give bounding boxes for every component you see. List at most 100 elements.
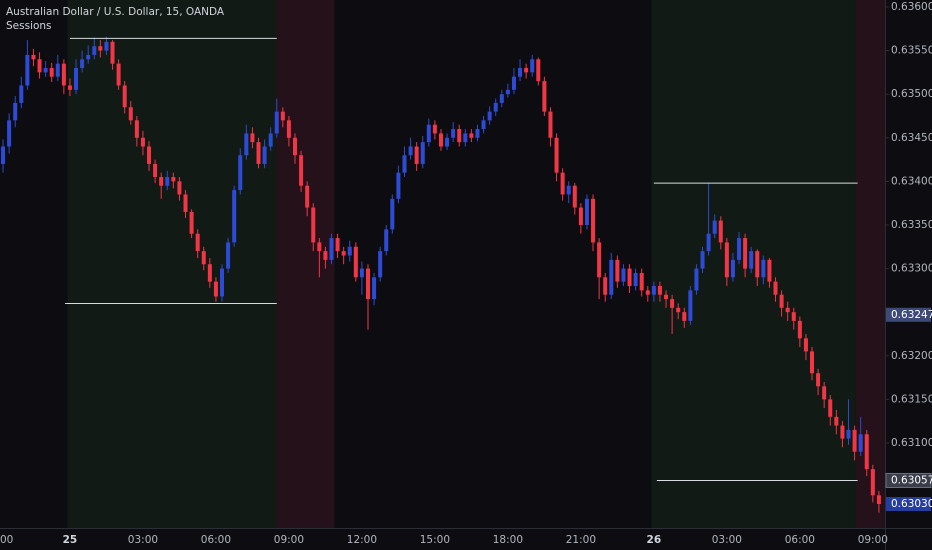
candle-body xyxy=(676,307,681,313)
candle-body xyxy=(706,233,711,252)
candle-body xyxy=(743,238,748,269)
x-tick-label: 09:00 xyxy=(274,534,304,546)
x-tick-label: 03:00 xyxy=(712,534,742,546)
candle-body xyxy=(639,272,644,291)
candle-body xyxy=(694,268,699,291)
candle-body xyxy=(457,129,462,143)
indicator-name: Sessions xyxy=(6,20,52,32)
candle-body xyxy=(372,277,377,300)
candle-body xyxy=(280,111,285,121)
candle-body xyxy=(858,434,863,452)
candle-body xyxy=(92,46,97,55)
x-tick-label: 26 xyxy=(647,534,662,546)
session-background xyxy=(67,0,277,528)
candle-body xyxy=(493,102,498,112)
candle-body xyxy=(445,137,450,147)
candle-body xyxy=(335,238,340,252)
candle-body xyxy=(147,146,152,164)
candle-body xyxy=(724,242,729,278)
candle-body xyxy=(25,54,30,86)
candle-body xyxy=(7,120,12,147)
candle-body xyxy=(785,307,790,313)
candle-body xyxy=(359,268,364,278)
candle-body xyxy=(554,137,559,173)
candle-body xyxy=(816,373,821,387)
candle-body xyxy=(268,133,273,147)
y-tick-label: 0.63200 xyxy=(891,350,932,362)
x-tick-label: 15:00 xyxy=(420,534,450,546)
candle-body xyxy=(755,251,760,278)
candle-body xyxy=(767,259,772,282)
candle-body xyxy=(712,220,717,234)
candle-body xyxy=(341,251,346,256)
candle-body xyxy=(615,259,620,282)
candle-body xyxy=(803,338,808,352)
candle-body xyxy=(396,172,401,199)
candle-body xyxy=(730,259,735,278)
candle-body xyxy=(426,124,431,143)
candle-body xyxy=(384,229,389,252)
candle-body xyxy=(110,41,115,64)
candle-body xyxy=(67,85,72,90)
candle-body xyxy=(61,63,66,86)
candle-body xyxy=(347,246,352,256)
candle-body xyxy=(627,268,632,287)
y-tick-label: 0.63600 xyxy=(891,1,932,13)
candle-body xyxy=(487,111,492,121)
candle-body xyxy=(153,163,158,178)
price-label-box xyxy=(886,307,931,322)
y-tick-label: 0.63550 xyxy=(891,45,932,57)
candle-body xyxy=(353,246,358,278)
candle-body xyxy=(317,242,322,252)
candle-body xyxy=(822,386,827,400)
candle-body xyxy=(542,81,547,112)
candle-body xyxy=(292,137,298,156)
candle-body xyxy=(505,89,510,95)
candle-body xyxy=(718,220,723,243)
candle-body xyxy=(834,416,839,426)
candle-body xyxy=(213,281,218,297)
candle-body xyxy=(572,185,577,208)
candle-body xyxy=(13,102,18,121)
candle-body xyxy=(591,198,596,243)
candle-body xyxy=(870,469,875,496)
candle-body xyxy=(122,85,127,108)
y-tick-label: 0.63350 xyxy=(891,219,932,231)
candle-body xyxy=(256,142,261,164)
candle-body xyxy=(128,107,133,121)
candle-body xyxy=(438,133,443,147)
candle-body xyxy=(104,41,109,51)
candle-body xyxy=(876,495,881,505)
candle-body xyxy=(846,429,851,439)
candle-body xyxy=(737,238,742,260)
candle-body xyxy=(511,76,516,90)
candle-body xyxy=(682,312,687,321)
plot-area xyxy=(1,0,885,528)
candle-body xyxy=(481,120,486,130)
candle-body xyxy=(791,312,796,321)
candle-body xyxy=(37,59,42,73)
candle-body xyxy=(195,233,200,252)
price-label: 0.63057 xyxy=(891,474,932,486)
chart-title: Australian Dollar / U.S. Dollar, 15, OAN… xyxy=(6,6,225,18)
candle-body xyxy=(645,290,650,295)
candle-body xyxy=(134,120,139,138)
candle-body xyxy=(840,425,845,439)
y-tick-label: 0.63100 xyxy=(891,437,932,449)
candle-body xyxy=(451,129,456,138)
y-tick-label: 0.63500 xyxy=(891,88,932,100)
candle-body xyxy=(499,94,504,103)
candle-body xyxy=(365,268,370,300)
x-tick-label: 25 xyxy=(63,534,78,546)
candle-body xyxy=(609,259,614,295)
candle-body xyxy=(548,111,553,138)
candle-body xyxy=(274,111,279,134)
candle-body xyxy=(633,272,638,287)
x-tick-label: 06:00 xyxy=(785,534,815,546)
candle-body xyxy=(475,129,480,138)
candle-body xyxy=(159,177,164,186)
candle-body xyxy=(244,133,249,156)
candle-body xyxy=(86,54,91,60)
